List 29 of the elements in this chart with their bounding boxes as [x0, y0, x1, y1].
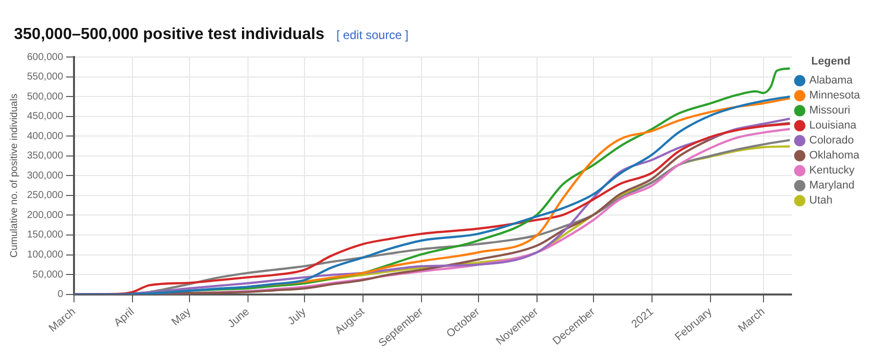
legend-label: Colorado	[809, 134, 854, 147]
y-tick-label: 200,000	[26, 210, 64, 221]
y-tick-label: 50,000	[32, 269, 64, 280]
y-axis-title: Cumulative no. of positive individuals	[8, 94, 20, 258]
text: [ edit source ]	[336, 28, 408, 42]
legend-label: Utah	[809, 194, 832, 207]
legend-label: Minnesota	[809, 90, 861, 102]
y-tick-label: 600,000	[26, 52, 64, 63]
legend-label: Oklahoma	[809, 150, 860, 162]
y-tick-label: 0	[58, 289, 64, 300]
legend-label: Maryland	[809, 180, 854, 192]
y-tick-label: 500,000	[26, 91, 64, 102]
x-tick-label: May	[170, 305, 194, 328]
legend-label: Alabama	[809, 74, 854, 87]
legend-label: Missouri	[809, 104, 850, 117]
legend-label: Kentucky	[809, 164, 855, 177]
y-tick-label: 250,000	[26, 190, 64, 202]
x-tick-label: July	[286, 305, 309, 328]
chart-title: 350,000–500,000 positive test individuals	[14, 26, 324, 43]
y-tick-label: 450,000	[26, 111, 64, 122]
y-tick-label: 300,000	[26, 170, 64, 182]
x-tick-label: June	[226, 306, 252, 330]
y-tick-label: 400,000	[26, 130, 64, 142]
legend-title: Legend	[811, 56, 850, 68]
y-tick-label: 550,000	[26, 72, 64, 83]
y-tick-label: 100,000	[26, 250, 64, 260]
legend-label: Louisiana	[809, 120, 858, 132]
y-tick-label: 350,000	[26, 150, 64, 162]
y-tick-label: 150,000	[26, 230, 64, 241]
